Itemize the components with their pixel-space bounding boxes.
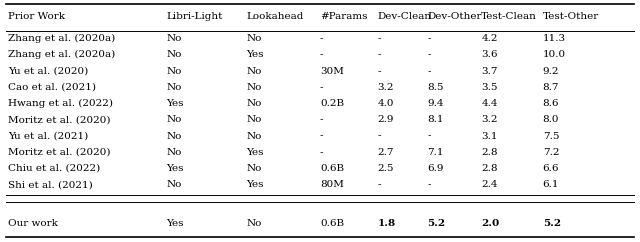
Text: -: - — [320, 131, 323, 141]
Text: #Params: #Params — [320, 12, 367, 22]
Text: -: - — [320, 34, 323, 43]
Text: No: No — [246, 219, 262, 228]
Text: No: No — [246, 34, 262, 43]
Text: Dev-Clean: Dev-Clean — [378, 12, 432, 22]
Text: Shi et al. (2021): Shi et al. (2021) — [8, 180, 92, 189]
Text: -: - — [428, 180, 431, 189]
Text: No: No — [246, 131, 262, 141]
Text: Yu et al. (2020): Yu et al. (2020) — [8, 67, 88, 76]
Text: -: - — [320, 50, 323, 60]
Text: 8.1: 8.1 — [428, 115, 444, 124]
Text: 9.4: 9.4 — [428, 99, 444, 108]
Text: Moritz et al. (2020): Moritz et al. (2020) — [8, 148, 110, 157]
Text: 3.6: 3.6 — [481, 50, 498, 60]
Text: 9.2: 9.2 — [543, 67, 559, 76]
Text: -: - — [428, 50, 431, 60]
Text: 1.8: 1.8 — [378, 219, 396, 228]
Text: Chiu et al. (2022): Chiu et al. (2022) — [8, 164, 100, 173]
Text: -: - — [378, 50, 381, 60]
Text: No: No — [166, 67, 182, 76]
Text: 0.6B: 0.6B — [320, 219, 344, 228]
Text: 2.8: 2.8 — [481, 164, 498, 173]
Text: 8.6: 8.6 — [543, 99, 559, 108]
Text: -: - — [428, 67, 431, 76]
Text: 7.1: 7.1 — [428, 148, 444, 157]
Text: 2.7: 2.7 — [378, 148, 394, 157]
Text: Cao et al. (2021): Cao et al. (2021) — [8, 83, 96, 92]
Text: 10.0: 10.0 — [543, 50, 566, 60]
Text: 3.7: 3.7 — [481, 67, 498, 76]
Text: Lookahead: Lookahead — [246, 12, 304, 22]
Text: No: No — [166, 50, 182, 60]
Text: 11.3: 11.3 — [543, 34, 566, 43]
Text: Zhang et al. (2020a): Zhang et al. (2020a) — [8, 50, 115, 60]
Text: -: - — [378, 67, 381, 76]
Text: No: No — [166, 115, 182, 124]
Text: 3.2: 3.2 — [378, 83, 394, 92]
Text: 80M: 80M — [320, 180, 344, 189]
Text: 8.7: 8.7 — [543, 83, 559, 92]
Text: Hwang et al. (2022): Hwang et al. (2022) — [8, 99, 113, 108]
Text: -: - — [378, 34, 381, 43]
Text: Libri-Light: Libri-Light — [166, 12, 223, 22]
Text: 7.2: 7.2 — [543, 148, 559, 157]
Text: 30M: 30M — [320, 67, 344, 76]
Text: Yu et al. (2021): Yu et al. (2021) — [8, 131, 88, 141]
Text: -: - — [320, 148, 323, 157]
Text: 4.4: 4.4 — [481, 99, 498, 108]
Text: 6.1: 6.1 — [543, 180, 559, 189]
Text: 8.5: 8.5 — [428, 83, 444, 92]
Text: -: - — [320, 115, 323, 124]
Text: No: No — [166, 83, 182, 92]
Text: -: - — [428, 34, 431, 43]
Text: No: No — [166, 180, 182, 189]
Text: 3.1: 3.1 — [481, 131, 498, 141]
Text: 4.0: 4.0 — [378, 99, 394, 108]
Text: Test-Other: Test-Other — [543, 12, 599, 22]
Text: 5.2: 5.2 — [543, 219, 561, 228]
Text: 6.9: 6.9 — [428, 164, 444, 173]
Text: Yes: Yes — [246, 148, 264, 157]
Text: Zhang et al. (2020a): Zhang et al. (2020a) — [8, 34, 115, 43]
Text: 3.5: 3.5 — [481, 83, 498, 92]
Text: 8.0: 8.0 — [543, 115, 559, 124]
Text: 3.2: 3.2 — [481, 115, 498, 124]
Text: No: No — [246, 115, 262, 124]
Text: 4.2: 4.2 — [481, 34, 498, 43]
Text: No: No — [246, 164, 262, 173]
Text: Test-Clean: Test-Clean — [481, 12, 537, 22]
Text: 0.6B: 0.6B — [320, 164, 344, 173]
Text: Yes: Yes — [166, 99, 184, 108]
Text: No: No — [246, 83, 262, 92]
Text: Our work: Our work — [8, 219, 58, 228]
Text: Moritz et al. (2020): Moritz et al. (2020) — [8, 115, 110, 124]
Text: Prior Work: Prior Work — [8, 12, 65, 22]
Text: 7.5: 7.5 — [543, 131, 559, 141]
Text: Yes: Yes — [246, 180, 264, 189]
Text: No: No — [246, 67, 262, 76]
Text: Yes: Yes — [166, 219, 184, 228]
Text: 2.5: 2.5 — [378, 164, 394, 173]
Text: -: - — [428, 131, 431, 141]
Text: -: - — [320, 83, 323, 92]
Text: 2.4: 2.4 — [481, 180, 498, 189]
Text: 2.9: 2.9 — [378, 115, 394, 124]
Text: Yes: Yes — [246, 50, 264, 60]
Text: No: No — [166, 34, 182, 43]
Text: 2.0: 2.0 — [481, 219, 500, 228]
Text: No: No — [246, 99, 262, 108]
Text: 0.2B: 0.2B — [320, 99, 344, 108]
Text: No: No — [166, 131, 182, 141]
Text: No: No — [166, 148, 182, 157]
Text: 5.2: 5.2 — [428, 219, 445, 228]
Text: -: - — [378, 131, 381, 141]
Text: Dev-Other: Dev-Other — [428, 12, 482, 22]
Text: 6.6: 6.6 — [543, 164, 559, 173]
Text: Yes: Yes — [166, 164, 184, 173]
Text: 2.8: 2.8 — [481, 148, 498, 157]
Text: -: - — [378, 180, 381, 189]
